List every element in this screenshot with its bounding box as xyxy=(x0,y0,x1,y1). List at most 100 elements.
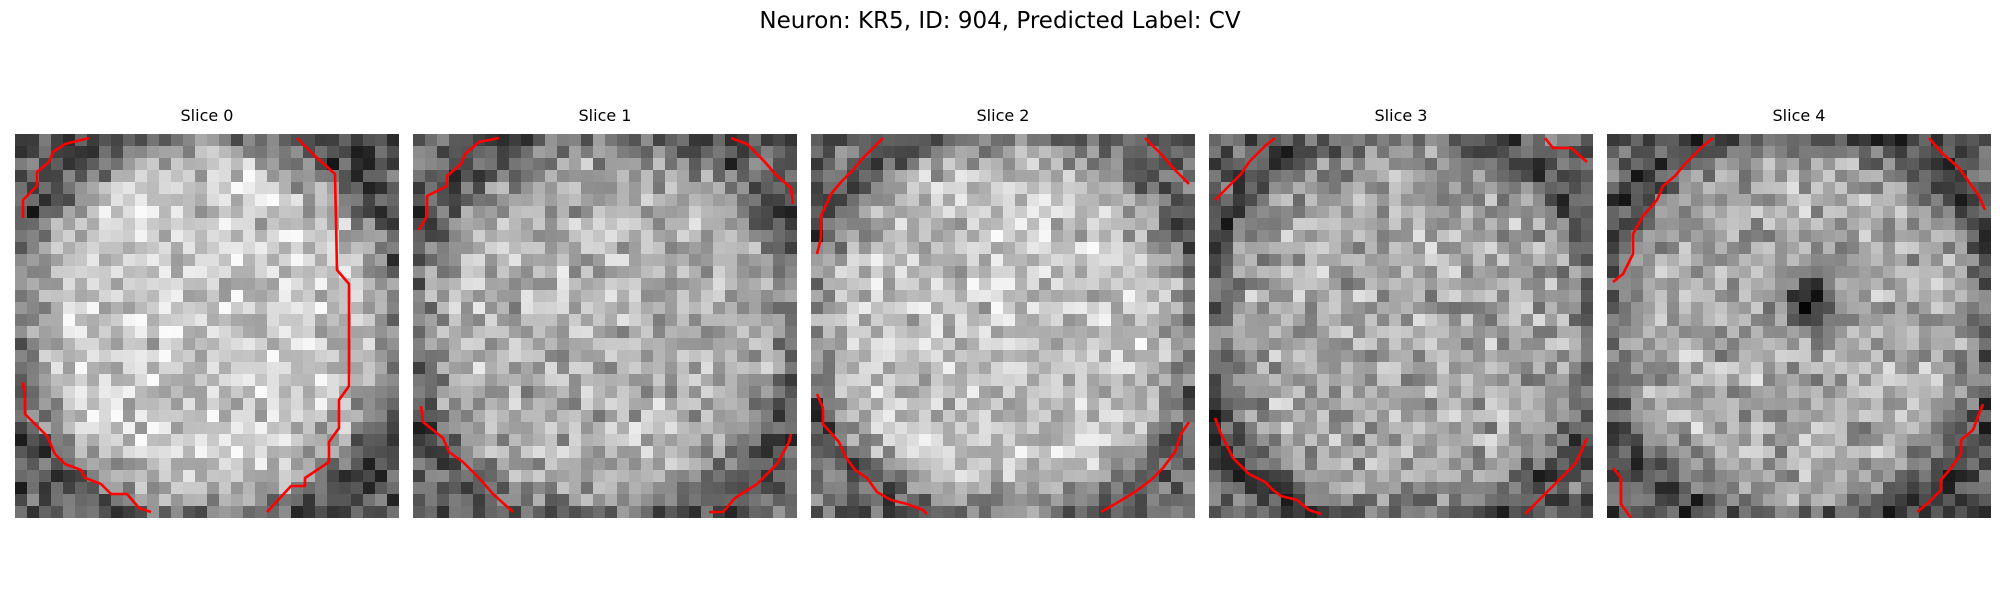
pixel xyxy=(449,146,462,159)
pixel xyxy=(653,362,666,375)
pixel xyxy=(207,410,220,423)
pixel xyxy=(1317,386,1330,399)
pixel xyxy=(1233,446,1246,459)
pixel xyxy=(425,338,438,351)
pixel xyxy=(605,386,618,399)
pixel xyxy=(1425,218,1438,231)
pixel xyxy=(1245,218,1258,231)
pixel xyxy=(859,314,872,327)
pixel xyxy=(255,218,268,231)
pixel xyxy=(1631,254,1644,267)
pixel xyxy=(991,410,1004,423)
pixel xyxy=(1907,362,1920,375)
pixel xyxy=(1111,434,1124,447)
pixel xyxy=(1233,266,1246,279)
pixel xyxy=(437,266,450,279)
pixel xyxy=(363,494,376,507)
pixel xyxy=(955,374,968,387)
pixel xyxy=(75,314,88,327)
pixel xyxy=(1667,134,1680,147)
pixel xyxy=(159,302,172,315)
pixel xyxy=(943,194,956,207)
pixel xyxy=(1643,266,1656,279)
pixel xyxy=(1233,146,1246,159)
pixel xyxy=(1581,290,1593,303)
pixel xyxy=(1353,206,1366,219)
pixel xyxy=(823,326,836,339)
pixel xyxy=(931,230,944,243)
pixel xyxy=(99,470,112,483)
pixel xyxy=(1401,422,1414,435)
pixel xyxy=(1727,362,1740,375)
pixel xyxy=(1171,302,1184,315)
pixel xyxy=(1569,386,1582,399)
pixel xyxy=(1775,158,1788,171)
pixel xyxy=(701,326,714,339)
pixel xyxy=(967,278,980,291)
pixel xyxy=(907,182,920,195)
pixel xyxy=(1269,266,1282,279)
pixel xyxy=(315,470,328,483)
pixel xyxy=(1341,182,1354,195)
pixel xyxy=(1979,254,1991,267)
pixel xyxy=(255,470,268,483)
pixel xyxy=(425,314,438,327)
pixel xyxy=(147,398,160,411)
pixel xyxy=(183,242,196,255)
contour-line xyxy=(21,381,152,514)
pixel xyxy=(15,338,28,351)
pixel xyxy=(1581,386,1593,399)
pixel xyxy=(363,242,376,255)
pixel xyxy=(1003,182,1016,195)
pixel xyxy=(895,242,908,255)
pixel xyxy=(1365,146,1378,159)
pixel xyxy=(1111,146,1124,159)
pixel xyxy=(859,494,872,507)
pixel xyxy=(907,398,920,411)
pixel xyxy=(425,494,438,507)
pixel xyxy=(413,134,426,147)
pixel xyxy=(99,374,112,387)
pixel xyxy=(1533,146,1546,159)
pixel xyxy=(1691,422,1704,435)
pixel xyxy=(1111,422,1124,435)
pixel xyxy=(1221,506,1234,518)
slice-title-0: Slice 0 xyxy=(180,106,234,125)
pixel xyxy=(1075,170,1088,183)
pixel xyxy=(1521,242,1534,255)
pixel xyxy=(895,458,908,471)
pixel xyxy=(1811,302,1824,315)
pixel xyxy=(449,182,462,195)
pixel xyxy=(1907,146,1920,159)
pixel xyxy=(15,470,28,483)
pixel xyxy=(1063,338,1076,351)
pixel xyxy=(641,422,654,435)
pixel xyxy=(1401,254,1414,267)
pixel xyxy=(363,326,376,339)
pixel xyxy=(785,266,797,279)
pixel xyxy=(1377,134,1390,147)
pixel xyxy=(847,290,860,303)
pixel xyxy=(497,386,510,399)
pixel xyxy=(533,482,546,495)
pixel xyxy=(1099,410,1112,423)
pixel xyxy=(1051,434,1064,447)
pixel xyxy=(1027,290,1040,303)
pixel xyxy=(1907,314,1920,327)
pixel xyxy=(63,398,76,411)
pixel xyxy=(1581,266,1593,279)
pixel xyxy=(437,242,450,255)
pixel xyxy=(991,278,1004,291)
pixel xyxy=(1171,338,1184,351)
pixel xyxy=(1667,446,1680,459)
pixel xyxy=(931,158,944,171)
pixel xyxy=(449,302,462,315)
pixel xyxy=(291,206,304,219)
pixel xyxy=(219,314,232,327)
pixel xyxy=(437,302,450,315)
pixel xyxy=(171,374,184,387)
pixel xyxy=(243,254,256,267)
pixel xyxy=(1329,422,1342,435)
pixel xyxy=(1979,206,1991,219)
pixel xyxy=(811,182,824,195)
